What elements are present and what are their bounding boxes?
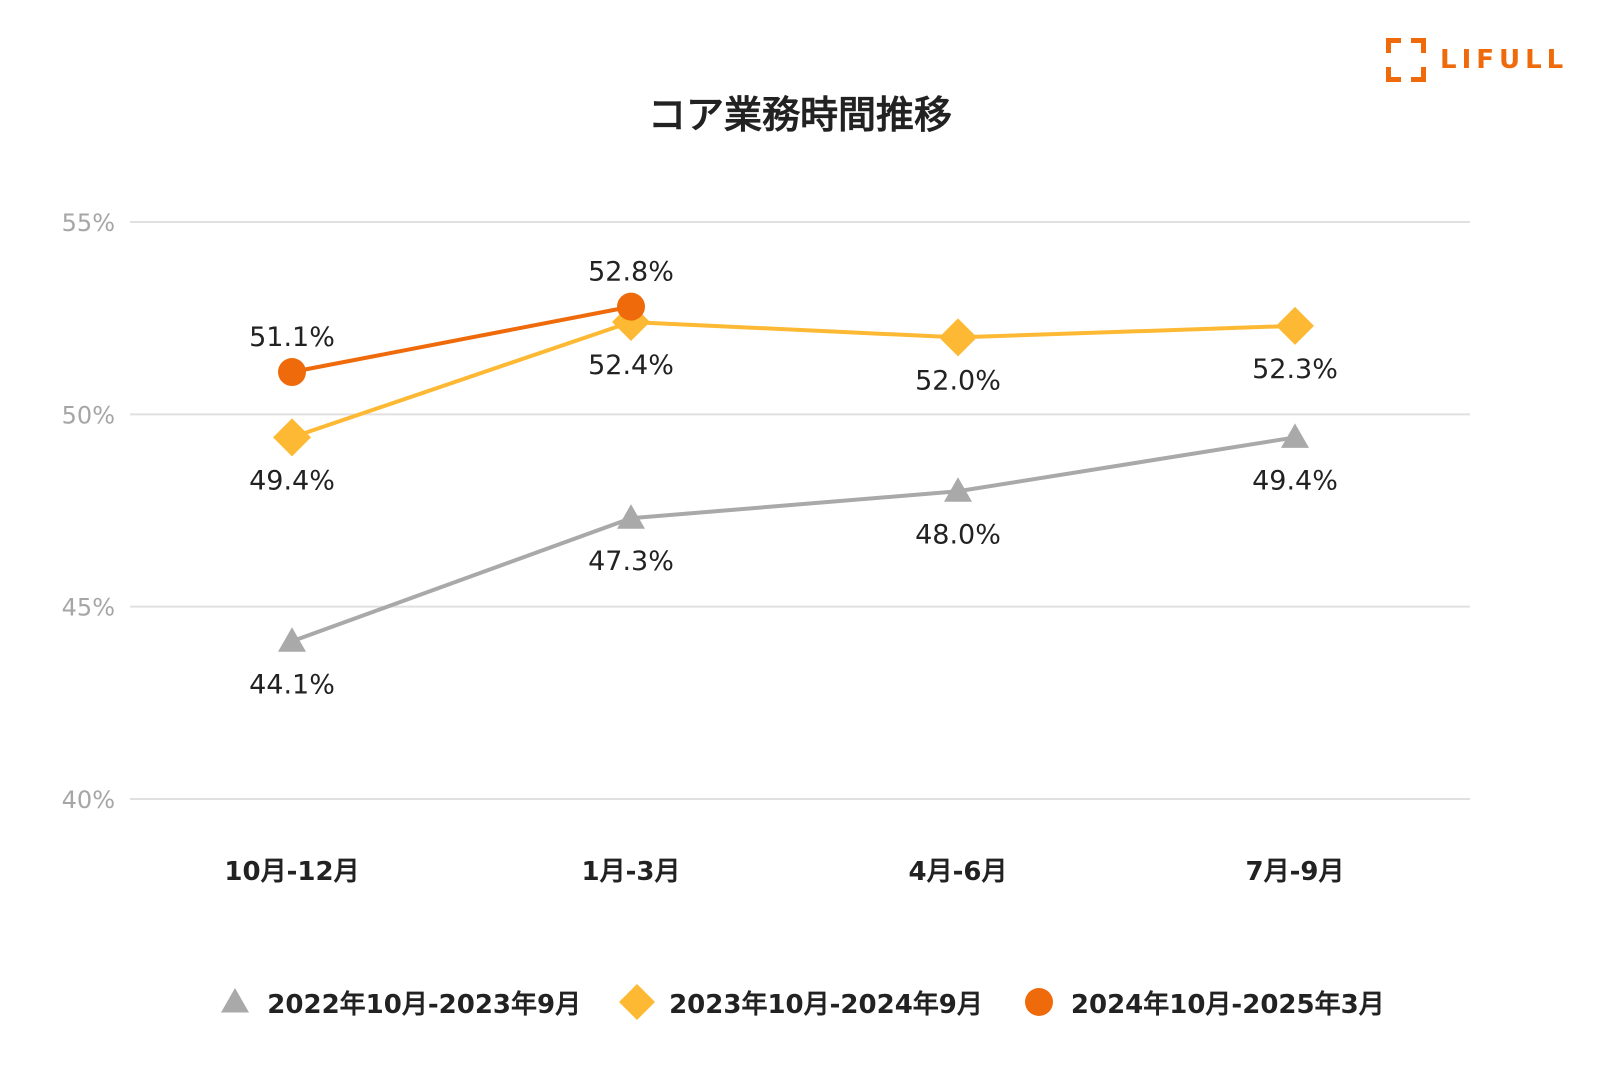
y-tick-label: 40% <box>62 786 115 814</box>
series-line-2 <box>291 304 632 374</box>
data-label: 52.3% <box>1252 354 1338 385</box>
triangle-marker <box>617 504 645 529</box>
data-label: 44.1% <box>249 669 335 700</box>
diamond-marker <box>273 418 311 457</box>
data-label: 51.1% <box>249 322 335 353</box>
data-label: 52.8% <box>588 257 674 288</box>
series-line-0 <box>291 435 1296 644</box>
circle-marker <box>617 292 645 321</box>
y-tick-label: 50% <box>62 401 115 429</box>
data-label: 52.0% <box>915 365 1001 396</box>
x-tick-label: 7月-9月 <box>1246 857 1345 887</box>
diamond-icon <box>619 984 656 1020</box>
legend-item: 2022年10月-2023年9月 <box>215 982 581 1022</box>
triangle-marker <box>944 477 972 502</box>
chart-title: コア業務時間推移 <box>647 93 952 137</box>
data-label: 49.4% <box>249 465 335 496</box>
data-label: 48.0% <box>915 519 1001 550</box>
circle-marker <box>278 358 306 387</box>
triangle-marker <box>278 627 306 652</box>
x-tick-label: 1月-3月 <box>582 857 681 887</box>
logo-bracket-icon <box>1386 38 1426 82</box>
triangle-marker <box>221 988 250 1013</box>
legend-label: 2024年10月-2025年3月 <box>1070 989 1385 1020</box>
triangle-icon <box>221 988 250 1013</box>
legend-label: 2023年10月-2024年9月 <box>669 989 983 1020</box>
diamond-marker <box>939 318 977 357</box>
data-label: 49.4% <box>1252 465 1338 496</box>
chart-legend: 2022年10月-2023年9月 2023年10月-2024年9月 2024年10月… <box>0 982 1600 1022</box>
legend-label: 2022年10月-2023年9月 <box>267 989 582 1020</box>
legend-item: 2024年10月-2025年3月 <box>1019 982 1385 1022</box>
y-tick-label: 55% <box>62 209 115 237</box>
series-line-1 <box>291 319 1296 440</box>
x-tick-label: 4月-6月 <box>909 857 1008 887</box>
data-label: 47.3% <box>588 546 674 577</box>
triangle-marker <box>1281 423 1309 448</box>
logo-text: LIFULL <box>1440 45 1569 75</box>
circle-icon <box>1024 988 1053 1016</box>
data-label: 52.4% <box>588 350 674 381</box>
legend-item: 2023年10月-2024年9月 <box>617 982 983 1022</box>
diamond-marker <box>619 984 656 1020</box>
circle-marker <box>1024 988 1053 1016</box>
y-tick-label: 45% <box>62 594 115 622</box>
lifull-logo: LIFULL <box>1386 38 1568 82</box>
x-tick-label: 10月-12月 <box>224 857 359 887</box>
diamond-marker <box>1276 306 1314 345</box>
